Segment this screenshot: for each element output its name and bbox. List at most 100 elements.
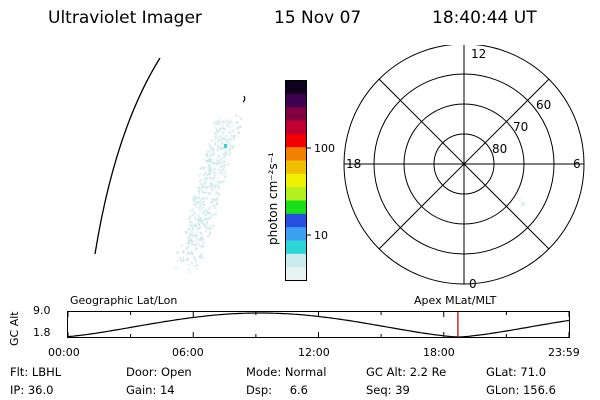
aurora-pixel — [220, 141, 223, 144]
aurora-pixel — [211, 186, 214, 189]
aurora-pixel — [217, 138, 220, 141]
aurora-pixel — [219, 146, 222, 149]
geographic-image-panel — [94, 57, 246, 274]
aurora-pixel — [224, 180, 227, 183]
aurora-pixel — [203, 224, 206, 227]
aurora-pixel — [199, 181, 201, 184]
polar-mlt-label-18: 18 — [346, 157, 361, 171]
date-label: 15 Nov 07 — [274, 8, 362, 28]
aurora-pixel — [213, 213, 216, 215]
aurora-pixel — [214, 142, 217, 145]
aurora-pixel — [200, 188, 202, 191]
aurora-pixel — [224, 163, 227, 166]
aurora-pixel — [205, 230, 208, 233]
timeline-axis-label: GC Alt — [8, 311, 21, 346]
aurora-pixel — [209, 182, 212, 185]
color-bar-cell — [286, 266, 306, 281]
aurora-pixel — [232, 146, 235, 149]
aurora-pixel — [201, 237, 204, 240]
aurora-pixel — [190, 221, 193, 223]
aurora-pixel — [217, 172, 220, 175]
aurora-pixel — [195, 218, 198, 221]
info-glat: GLat: 71.0 — [486, 365, 547, 379]
aurora-pixel — [208, 171, 211, 174]
aurora-pixel — [208, 159, 211, 162]
aurora-pixel — [205, 181, 208, 184]
aurora-pixel — [188, 210, 191, 213]
aurora-pixel — [187, 264, 190, 266]
aurora-pixel — [226, 146, 229, 149]
aurora-pixel — [202, 173, 205, 176]
aurora-pixel — [227, 142, 230, 145]
aurora-pixel — [201, 221, 204, 224]
polar-mlt-label-6: 6 — [573, 157, 581, 171]
info-door: Door: Open — [126, 365, 192, 379]
aurora-pixel — [205, 212, 207, 215]
timeline-tick-label-2359: 23:59 — [548, 346, 580, 359]
aurora-pixel — [197, 221, 200, 224]
aurora-pixel — [208, 218, 211, 221]
aurora-pixel — [206, 153, 209, 156]
aurora-pixel — [222, 168, 225, 171]
aurora-pixel — [212, 224, 215, 227]
aurora-pixel — [221, 173, 224, 176]
aurora-pixel — [209, 146, 212, 149]
aurora-pixel — [229, 120, 232, 122]
color-bar-cell — [286, 120, 306, 134]
aurora-pixel — [208, 235, 211, 237]
aurora-pixel — [201, 235, 204, 238]
color-bar-cell — [286, 186, 306, 201]
aurora-pixel — [198, 207, 201, 210]
info-ip: IP: 36.0 — [10, 383, 54, 397]
aurora-pixel — [187, 267, 190, 270]
aurora-pixel — [209, 227, 212, 230]
aurora-pixel — [193, 257, 196, 260]
aurora-pixel — [216, 199, 219, 202]
aurora-pixel — [198, 192, 201, 195]
aurora-emission-blob — [175, 114, 243, 274]
aurora-pixel — [204, 210, 207, 212]
aurora-pixel — [234, 128, 236, 131]
aurora-pixel — [217, 140, 220, 143]
aurora-pixel — [193, 212, 196, 215]
aurora-pixel — [217, 130, 220, 133]
aurora-pixel — [189, 233, 192, 236]
aurora-pixel — [226, 122, 229, 125]
aurora-pixel — [195, 235, 198, 238]
aurora-pixel — [214, 206, 217, 209]
aurora-pixel — [220, 180, 223, 183]
aurora-pixel — [194, 198, 197, 201]
earth-limb-arc — [94, 57, 161, 255]
aurora-pixel — [185, 253, 188, 256]
aurora-pixel — [222, 131, 225, 134]
polar-lat-label-70: 70 — [513, 120, 528, 134]
aurora-pixel — [209, 206, 212, 209]
aurora-pixel — [203, 197, 205, 200]
aurora-pixel — [219, 169, 222, 171]
aurora-pixel — [208, 172, 211, 175]
aurora-pixel — [206, 174, 209, 177]
aurora-pixel — [203, 218, 206, 221]
aurora-pixel — [223, 127, 225, 130]
aurora-pixel — [228, 121, 231, 124]
polar-lat-label-60: 60 — [536, 98, 551, 112]
aurora-pixel — [235, 114, 238, 117]
aurora-pixel — [206, 226, 208, 229]
aurora-pixel — [186, 242, 189, 245]
aurora-pixel — [209, 144, 212, 147]
aurora-pixel — [214, 137, 216, 139]
aurora-pixel — [209, 160, 212, 163]
aurora-pixel — [204, 225, 207, 228]
aurora-pixel — [207, 217, 209, 220]
aurora-pixel — [185, 231, 188, 234]
aurora-pixel — [198, 179, 201, 182]
aurora-pixel — [191, 262, 194, 265]
color-bar-cell — [286, 253, 306, 268]
aurora-pixel — [209, 167, 212, 170]
aurora-pixel — [188, 238, 191, 241]
aurora-bright-spot — [224, 144, 227, 148]
aurora-pixel — [216, 120, 219, 123]
aurora-pixel — [193, 244, 196, 247]
aurora-pixel — [213, 204, 215, 207]
aurora-pixel — [210, 213, 213, 216]
